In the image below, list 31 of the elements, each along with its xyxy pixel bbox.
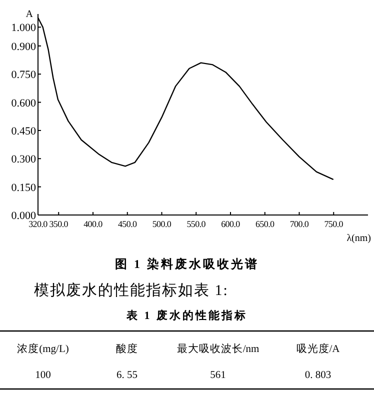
y-axis-title: A xyxy=(26,9,34,20)
text: 酸度 xyxy=(116,342,138,355)
x-tick-label: 500.0 xyxy=(152,219,172,229)
y-tick-label: 0.000 xyxy=(11,210,36,222)
text: 图 1 染料废水吸收光谱 xyxy=(115,257,259,271)
x-tick-label: 320.0 xyxy=(28,219,48,229)
x-axis-title: λ(nm) xyxy=(346,233,371,244)
y-tick-label: 0.450 xyxy=(11,125,36,138)
text: 表 1 废水的性能指标 xyxy=(126,309,248,322)
x-tick-label: 350.0 xyxy=(49,219,69,229)
y-tick-label: 0.900 xyxy=(11,40,36,53)
x-tick-label: 750.0 xyxy=(324,219,344,229)
y-tick-label: 1.000 xyxy=(11,22,36,34)
text: 最大吸收波长/nm xyxy=(176,342,260,355)
y-tick-label: 0.150 xyxy=(11,182,36,194)
x-tick-label: 550.0 xyxy=(186,219,206,229)
x-tick-label: 600.0 xyxy=(221,219,241,229)
x-tick-label: 700.0 xyxy=(290,219,310,229)
y-tick-label: 0.600 xyxy=(11,97,36,110)
text: 6. 55 xyxy=(116,370,138,381)
text: 561 xyxy=(210,370,226,381)
x-tick-label: 450.0 xyxy=(118,219,138,229)
x-tick-label: 400.0 xyxy=(84,219,104,229)
text: 吸光度/A xyxy=(296,342,340,355)
text: 模拟废水的性能指标如表 1: xyxy=(34,282,228,299)
text: 100 xyxy=(35,370,51,381)
x-tick-label: 650.0 xyxy=(255,219,276,229)
y-tick-label: 0.750 xyxy=(11,69,36,82)
text: 0. 803 xyxy=(304,370,332,381)
y-tick-label: 0.300 xyxy=(11,154,36,166)
text: 浓度(mg/L) xyxy=(17,342,70,355)
